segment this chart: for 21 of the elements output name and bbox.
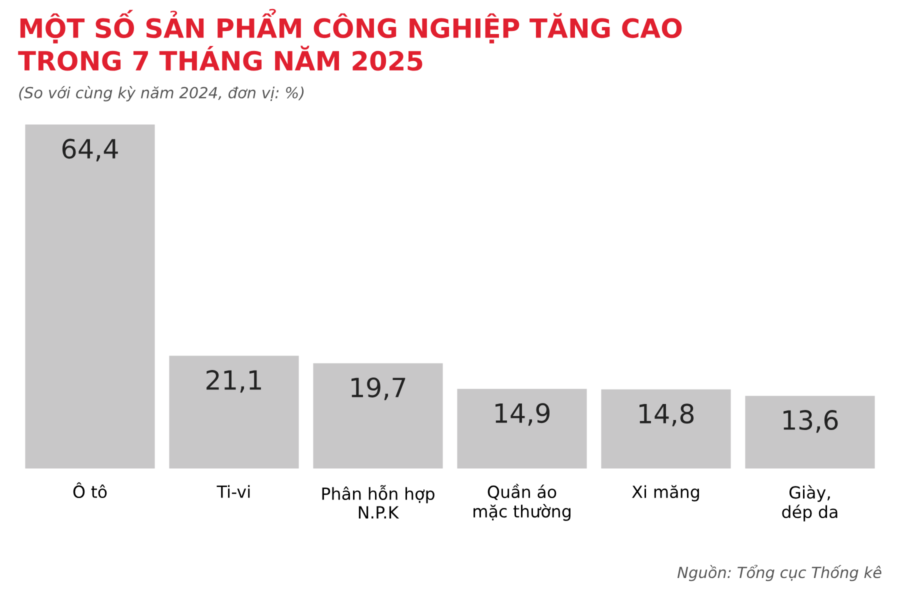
chart-subtitle: (So với cùng kỳ năm 2024, đơn vị: %)	[19, 86, 304, 102]
data-label: 21,1	[206, 370, 261, 393]
bar	[745, 396, 875, 468]
data-label: 13,6	[784, 410, 838, 433]
chart-title: MỘT SỐ SẢN PHẨM CÔNG NGHIỆP TĂNG CAO TRONG 7 THÁNG NĂM 2025	[18, 8, 682, 71]
x-tick-label: Ô tô	[73, 482, 107, 498]
bar	[313, 363, 443, 468]
x-tick-label: Ti-vi	[216, 485, 250, 498]
data-label: 64,4	[62, 138, 118, 162]
bar	[169, 356, 299, 468]
data-label: 14,9	[496, 403, 550, 426]
bar	[25, 124, 155, 468]
data-label: 14,8	[640, 404, 694, 426]
x-tick-label: Giày, dép da	[782, 485, 838, 522]
bar	[457, 388, 587, 468]
x-tick-label: Phân hỗn hợp N.P.K	[322, 485, 434, 518]
data-label: 19,7	[352, 377, 406, 400]
bar	[601, 389, 731, 468]
x-tick-label: Xi măng	[632, 485, 699, 502]
text: Nguồn: Tổng cục Thống kê	[677, 564, 882, 582]
x-tick-label: Quần áo mặc thường	[474, 484, 570, 521]
